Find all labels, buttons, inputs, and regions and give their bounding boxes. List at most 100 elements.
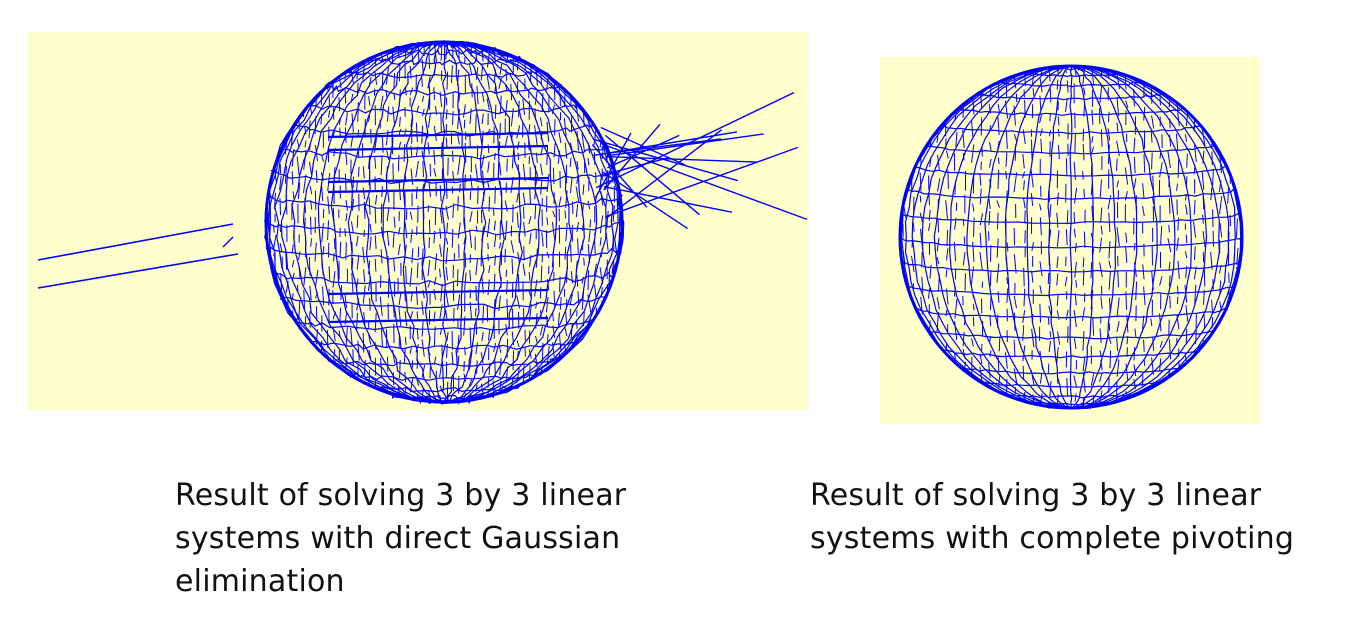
mesh-edge <box>1090 372 1095 386</box>
mesh-edge <box>445 247 449 265</box>
mesh-edge <box>1039 372 1043 384</box>
mesh-edge <box>1185 234 1188 244</box>
mesh-edge <box>451 351 454 366</box>
mesh-edge <box>267 205 271 219</box>
mesh-edge <box>962 153 965 161</box>
mesh-edge <box>1057 331 1061 345</box>
mesh-edge <box>351 198 354 211</box>
mesh-edge <box>304 240 307 258</box>
mesh-edge <box>1013 134 1018 143</box>
mesh-edge <box>291 127 294 146</box>
mesh-edge <box>928 209 931 221</box>
mesh-edge <box>1065 229 1068 246</box>
mesh-edge <box>611 261 615 274</box>
mesh-edge <box>494 254 497 266</box>
mesh-edge <box>1022 310 1026 324</box>
mesh-edge <box>428 112 432 128</box>
mesh-edge <box>287 299 289 307</box>
mesh-edge <box>1159 276 1163 286</box>
mesh-edge <box>493 298 496 314</box>
mesh-edge <box>421 364 426 378</box>
longitude-line <box>291 40 447 403</box>
mesh-edge <box>605 193 608 207</box>
mesh-edge <box>369 297 371 311</box>
mesh-edge <box>529 254 532 267</box>
mesh-edge <box>979 366 983 383</box>
mesh-edge <box>475 67 479 80</box>
mesh-edge <box>528 349 532 359</box>
mesh-edge <box>954 321 958 341</box>
mesh-edge <box>523 206 525 219</box>
mesh-edge <box>385 89 388 98</box>
mesh-edge <box>296 284 299 292</box>
mesh-edge <box>445 343 448 359</box>
mesh-edge <box>1109 297 1111 313</box>
mesh-edge <box>333 238 336 250</box>
mesh-edge <box>481 46 484 62</box>
mesh-edge <box>559 297 562 310</box>
mesh-edge <box>1124 144 1129 158</box>
mesh-edge <box>362 166 365 179</box>
mesh-edge <box>351 113 354 133</box>
mesh-edge <box>433 87 435 100</box>
mesh-edge <box>588 118 590 135</box>
mesh-edge <box>1167 151 1171 169</box>
mesh-edge <box>599 215 604 234</box>
mesh-edge <box>367 276 371 291</box>
mesh-edge <box>1152 175 1154 191</box>
mesh-edge <box>506 338 509 358</box>
mesh-edge <box>1091 136 1094 143</box>
spurious-streak-line <box>327 131 549 139</box>
mesh-edge <box>511 149 515 169</box>
mesh-edge <box>1168 261 1171 271</box>
mesh-edge <box>1133 364 1137 377</box>
mesh-edge <box>540 146 544 156</box>
mesh-edge <box>1133 262 1137 277</box>
mesh-edge <box>979 353 983 365</box>
mesh-edge <box>480 352 484 364</box>
mesh-edge <box>344 294 347 309</box>
longitude-line <box>949 64 1072 409</box>
mesh-edge <box>1056 310 1060 320</box>
mesh-edge <box>457 335 460 353</box>
mesh-edge <box>304 140 307 148</box>
mesh-edge <box>1039 217 1042 236</box>
mesh-edge <box>315 329 318 345</box>
mesh-edge <box>522 192 526 205</box>
latitude-line <box>941 123 1201 135</box>
mesh-edge <box>404 172 407 181</box>
mesh-edge <box>332 311 336 320</box>
mesh-edge <box>1005 129 1008 149</box>
mesh-edge <box>352 349 354 366</box>
mesh-edge <box>1194 284 1197 304</box>
mesh-edge <box>421 388 424 401</box>
mesh-edge <box>439 244 442 257</box>
mesh-edge <box>486 74 490 90</box>
mesh-edge <box>1056 394 1059 406</box>
mesh-edge <box>433 356 437 365</box>
mesh-edge <box>505 269 508 277</box>
mesh-edge <box>481 154 485 169</box>
mesh-edge <box>304 198 306 214</box>
mesh-edge <box>577 291 580 305</box>
spurious-spike-line <box>599 157 670 177</box>
mesh-edge <box>1024 230 1026 244</box>
gaussian-elimination-caption: Result of solving 3 by 3 linear systems … <box>175 478 627 599</box>
mesh-edge <box>391 349 396 364</box>
mesh-edge <box>274 192 276 210</box>
mesh-edge <box>409 267 413 287</box>
mesh-edge <box>417 246 420 258</box>
mesh-edge <box>576 131 579 151</box>
longitude-line <box>442 41 615 402</box>
mesh-edge <box>398 89 401 106</box>
mesh-edge <box>972 203 975 212</box>
mesh-edge <box>279 198 281 216</box>
mesh-edge <box>469 301 472 319</box>
mesh-edge <box>1004 352 1008 369</box>
mesh-edge <box>398 293 402 305</box>
mesh-edge <box>938 274 940 292</box>
mesh-edge <box>1099 237 1102 253</box>
mesh-edge <box>1193 165 1196 175</box>
mesh-edge <box>1022 129 1026 145</box>
mesh-edge <box>339 307 342 323</box>
